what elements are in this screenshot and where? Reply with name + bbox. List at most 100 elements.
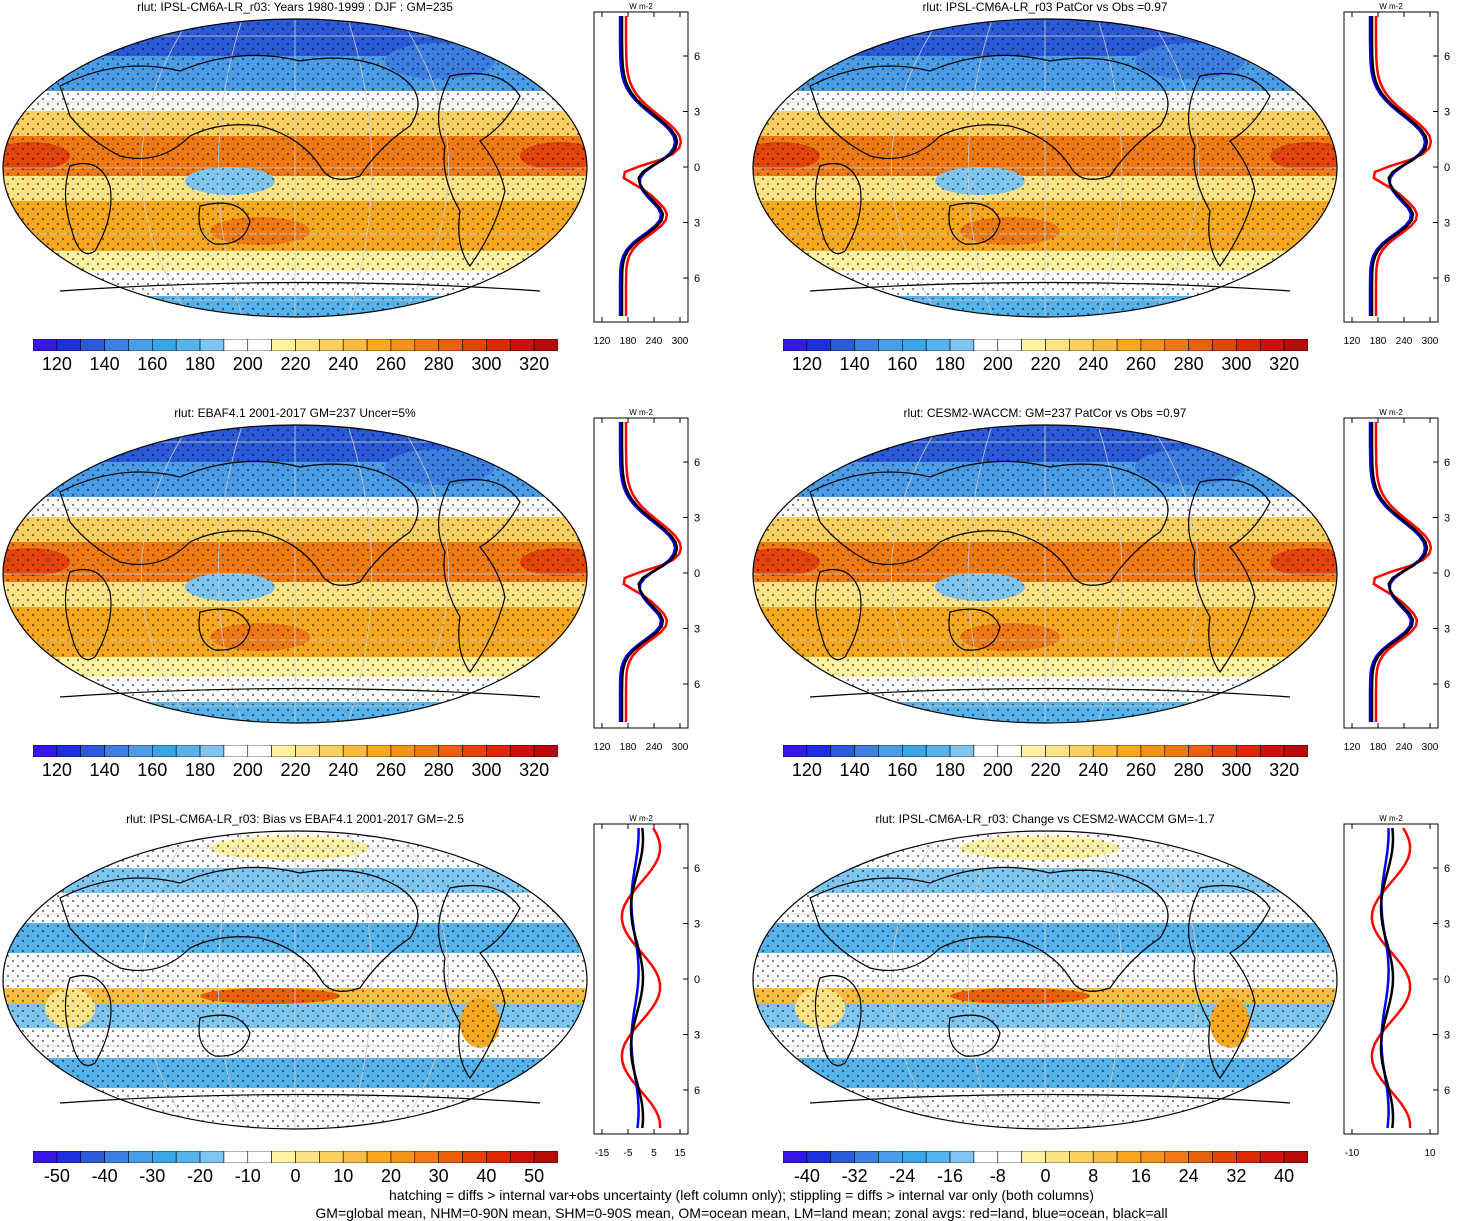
colorbar-swatch xyxy=(806,745,832,757)
colorbar-label: 180 xyxy=(935,354,966,374)
colorbar-swatch xyxy=(1236,339,1261,351)
colorbar-swatch xyxy=(997,1151,1022,1163)
colorbar-swatch xyxy=(997,339,1022,351)
x-tick-label: 180 xyxy=(1370,336,1387,347)
colorbar-swatch xyxy=(806,1151,832,1163)
robinson-map xyxy=(2,424,588,724)
colorbar-label: 120 xyxy=(41,354,72,374)
coastline xyxy=(814,568,862,661)
colorbar-swatch xyxy=(854,339,879,351)
lat-label: 30N xyxy=(1444,513,1450,525)
graticule-lon xyxy=(347,831,373,1129)
coastline xyxy=(809,281,1291,292)
colorbar-swatch xyxy=(1188,339,1213,351)
zonal-all-line xyxy=(629,827,645,1129)
zonal-unit: W m-2 xyxy=(629,2,653,11)
lat-label: 30N xyxy=(1444,107,1450,119)
colorbar-swatch xyxy=(1283,339,1308,351)
graticule-lon xyxy=(967,19,993,317)
panel-ipsl-climatology: rlut: IPSL-CM6A-LR_r03: Years 1980-1999 … xyxy=(0,0,710,390)
coastline xyxy=(809,866,1169,992)
colorbar-swatch xyxy=(902,745,927,757)
colorbar-label: -16 xyxy=(937,1166,964,1186)
lat-label: 0 xyxy=(1444,974,1450,986)
colorbar-swatch xyxy=(533,745,558,757)
colorbar-swatch xyxy=(390,339,416,351)
lat-label: 60S xyxy=(1444,1085,1450,1097)
graticule-lon xyxy=(967,425,993,723)
colorbar-swatch xyxy=(949,1151,975,1163)
colorbar-swatch xyxy=(486,745,511,757)
zonal-ocean-line xyxy=(618,422,677,722)
colorbar-swatch xyxy=(830,745,855,757)
colorbar-label: 300 xyxy=(1221,760,1252,780)
colorbar-swatch xyxy=(414,745,439,757)
colorbar-swatch xyxy=(1092,339,1118,351)
coastline xyxy=(437,73,521,268)
coastline xyxy=(948,202,1001,245)
colorbar-label: 20 xyxy=(380,1166,401,1186)
colorbar-label: -20 xyxy=(187,1166,214,1186)
colorbar-label: 120 xyxy=(791,354,822,374)
graticule-lon xyxy=(891,19,940,317)
panel-title: rlut: EBAF4.1 2001-2017 GM=237 Uncer=5% xyxy=(174,406,416,420)
colorbar-swatch xyxy=(366,1151,392,1163)
colorbar-swatch xyxy=(319,745,344,757)
colorbar-swatch xyxy=(104,1151,129,1163)
colorbar-swatch xyxy=(1212,339,1237,351)
zonal-land-line xyxy=(1372,16,1433,316)
colorbar-swatch xyxy=(1069,1151,1094,1163)
colorbar-swatch xyxy=(295,1151,320,1163)
colorbar-label: 160 xyxy=(137,354,168,374)
graticule-lon xyxy=(217,831,243,1129)
coastline xyxy=(948,608,1001,651)
colorbar-labels: 120 140 160 180 200 220 240 260 280 300 320 xyxy=(783,354,1308,378)
graticule-lon xyxy=(967,831,993,1129)
colorbar-label: -40 xyxy=(91,1166,118,1186)
colorbar xyxy=(783,1151,1308,1163)
colorbar-swatch xyxy=(1283,1151,1308,1163)
lat-label: 30S xyxy=(1444,218,1450,230)
colorbar-label: -40 xyxy=(793,1166,820,1186)
colorbar-label: 140 xyxy=(89,354,120,374)
colorbar-swatch xyxy=(342,1151,368,1163)
colorbar-swatch xyxy=(783,339,808,351)
lat-label: 60S xyxy=(694,1085,700,1097)
colorbar-swatch xyxy=(199,339,225,351)
colorbar-swatch xyxy=(509,1151,535,1163)
colorbar-swatch xyxy=(1236,745,1261,757)
colorbar-swatch xyxy=(247,1151,272,1163)
lat-label: 60N xyxy=(694,457,700,469)
colorbar-swatch xyxy=(104,339,129,351)
colorbar-swatch xyxy=(949,339,975,351)
colorbar-swatch xyxy=(438,745,463,757)
colorbar-swatch xyxy=(1164,745,1189,757)
colorbar-swatch xyxy=(1283,745,1308,757)
lat-label: 0 xyxy=(694,974,700,986)
zonal-ocean-line xyxy=(1368,422,1427,722)
map-border xyxy=(2,18,588,318)
colorbar-swatch xyxy=(1212,745,1237,757)
coastline xyxy=(64,974,112,1067)
colorbar-swatch xyxy=(1069,745,1094,757)
zonal-all-line xyxy=(620,16,679,316)
colorbar-swatch xyxy=(925,745,951,757)
colorbar-swatch xyxy=(247,745,272,757)
colorbar-swatch xyxy=(366,339,392,351)
x-tick-label: 240 xyxy=(1396,742,1413,753)
colorbar-swatch xyxy=(1045,1151,1070,1163)
graticule-lon xyxy=(1150,19,1199,317)
panel-bias-vs-ebaf: rlut: IPSL-CM6A-LR_r03: Bias vs EBAF4.1 … xyxy=(0,812,710,1202)
zonal-land-line xyxy=(622,422,683,722)
colorbar-swatch xyxy=(830,1151,855,1163)
footer-line-1: hatching = diffs > internal var+obs unce… xyxy=(389,1187,1094,1203)
colorbar-swatch xyxy=(1259,339,1285,351)
colorbar-swatch xyxy=(128,745,153,757)
colorbar-label: 160 xyxy=(887,760,918,780)
colorbar-swatch xyxy=(80,745,105,757)
lat-label: 60S xyxy=(1444,273,1450,285)
colorbar-label: 0 xyxy=(290,1166,301,1186)
colorbar-label: 320 xyxy=(519,354,550,374)
graticule-lon xyxy=(347,425,373,723)
colorbar-swatch xyxy=(414,339,439,351)
